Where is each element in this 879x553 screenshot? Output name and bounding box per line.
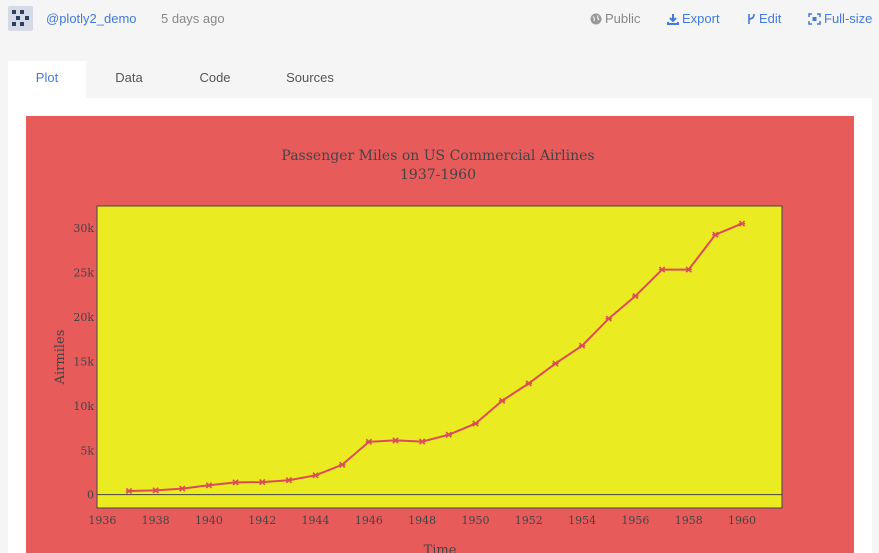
y-tick-label: 5k [80, 444, 94, 457]
y-tick-label: 15k [73, 355, 94, 368]
tab-code[interactable]: Code [172, 61, 258, 98]
data-point[interactable] [605, 315, 612, 322]
timestamp: 5 days ago [161, 11, 225, 26]
public-indicator[interactable]: Public [590, 11, 640, 26]
tab-sources-label: Sources [286, 70, 334, 85]
data-point[interactable] [578, 342, 586, 349]
avatar[interactable] [8, 6, 33, 31]
data-point[interactable] [498, 397, 506, 404]
x-tick-label: 1940 [195, 514, 223, 527]
x-tick-label: 1942 [248, 514, 276, 527]
data-point[interactable] [525, 380, 532, 387]
chart-title: Passenger Miles on US Commercial Airline… [281, 148, 594, 164]
y-tick-label: 10k [73, 400, 94, 413]
data-point[interactable] [472, 420, 479, 427]
data-point[interactable] [125, 487, 133, 495]
y-axis-label: Airmiles [53, 330, 68, 386]
top-bar: @plotly2_demo 5 days ago Public Export E… [0, 0, 879, 40]
x-tick-label: 1956 [621, 514, 649, 527]
data-point[interactable] [312, 472, 319, 479]
globe-icon [590, 13, 602, 25]
chart-subtitle: 1937-1960 [400, 167, 476, 183]
line-chart: Passenger Miles on US Commercial Airline… [53, 148, 783, 553]
tab-sources[interactable]: Sources [258, 61, 362, 98]
download-icon [667, 14, 679, 25]
edit-button[interactable]: Edit [747, 11, 781, 26]
x-tick-label: 1938 [142, 514, 170, 527]
y-tick-label: 20k [73, 311, 94, 324]
data-point[interactable] [418, 438, 426, 445]
fullsize-label: Full-size [824, 11, 873, 26]
edit-label: Edit [759, 11, 782, 26]
x-axis-label: Time [424, 543, 457, 553]
data-series [125, 220, 746, 495]
y-tick-label: 25k [73, 267, 94, 280]
x-tick-label: 1946 [355, 514, 383, 527]
data-point[interactable] [445, 431, 453, 438]
series-line [128, 222, 743, 492]
x-tick-label: 1960 [728, 514, 756, 527]
data-point[interactable] [179, 485, 186, 492]
y-tick-label: 30k [73, 222, 94, 235]
export-button[interactable]: Export [667, 11, 720, 26]
chart-container: Passenger Miles on US Commercial Airline… [26, 116, 854, 553]
plot-area [96, 205, 783, 509]
data-point[interactable] [685, 266, 692, 273]
x-tick-label: 1958 [675, 514, 703, 527]
x-tick-label: 1954 [568, 514, 596, 527]
data-point[interactable] [552, 360, 559, 367]
tab-data[interactable]: Data [86, 61, 172, 98]
tab-data-label: Data [115, 70, 143, 85]
data-point[interactable] [232, 479, 239, 486]
fullsize-button[interactable]: Full-size [808, 11, 872, 26]
data-point[interactable] [632, 292, 639, 300]
data-point[interactable] [259, 478, 266, 486]
x-tick-label: 1944 [302, 514, 330, 527]
data-point[interactable] [285, 476, 293, 484]
tab-plot[interactable]: Plot [8, 61, 86, 98]
data-point[interactable] [712, 231, 719, 238]
username-link[interactable]: @plotly2_demo [46, 11, 137, 26]
data-point[interactable] [392, 437, 399, 444]
x-tick-label: 1952 [515, 514, 543, 527]
x-tick-label: 1936 [88, 514, 116, 527]
data-point[interactable] [339, 461, 346, 468]
export-label: Export [682, 11, 720, 26]
public-label: Public [605, 11, 641, 26]
data-point[interactable] [152, 487, 159, 494]
fork-icon [748, 13, 755, 24]
tab-plot-label: Plot [35, 70, 59, 85]
data-point[interactable] [365, 438, 373, 446]
tab-code-label: Code [199, 70, 231, 85]
y-tick-label: 0 [87, 489, 94, 502]
expand-icon [808, 13, 821, 25]
axis-ticks: 1936 1938 1940 1942 1944 1946 1948 1950 1952 1954… [73, 222, 782, 527]
x-tick-label: 1950 [461, 514, 489, 527]
data-point[interactable] [205, 482, 213, 489]
x-tick-label: 1948 [408, 514, 436, 527]
data-point[interactable] [658, 266, 666, 273]
data-point[interactable] [738, 220, 746, 227]
